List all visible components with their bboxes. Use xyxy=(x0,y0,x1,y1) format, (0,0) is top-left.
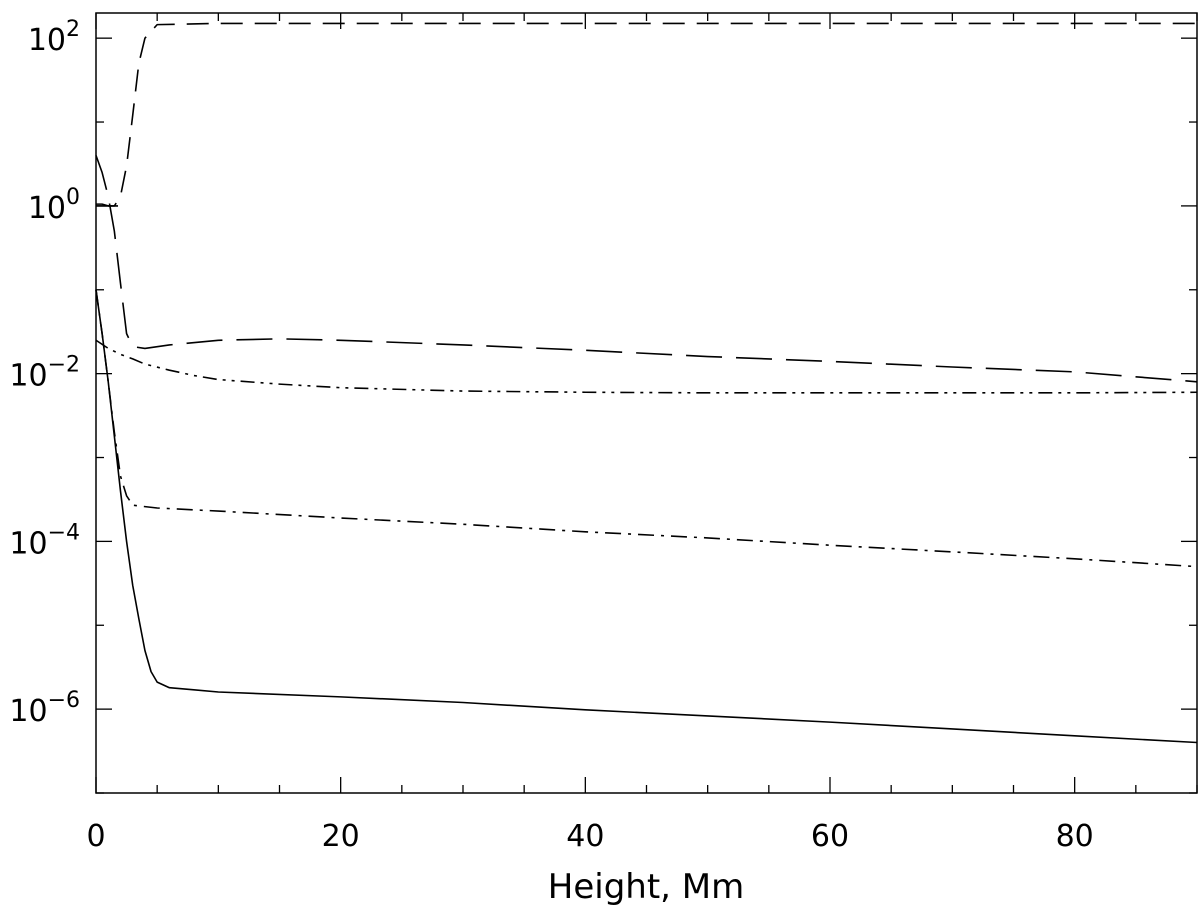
y-tick-label: 10−6 xyxy=(9,688,80,729)
y-tick-label: 100 xyxy=(28,185,80,226)
x-tick-label: 60 xyxy=(811,819,849,854)
tick-labels: 0 20 40 60 80 102 100 10−2 10−4 10−6 xyxy=(9,17,1093,854)
y-tick-label: 102 xyxy=(28,17,80,58)
series-line-5-dashed xyxy=(96,22,1197,207)
y-tick-label: 10−4 xyxy=(9,520,80,561)
y-tick-label: 10−2 xyxy=(9,353,80,394)
series-line-2-dash-dot xyxy=(95,289,1198,568)
ticks xyxy=(95,13,1198,794)
series-line-1-solid xyxy=(95,289,1198,744)
series-line-3-dash-dot-dot xyxy=(95,339,1198,394)
x-tick-label: 80 xyxy=(1056,819,1094,854)
series-group xyxy=(95,22,1198,744)
x-tick-label: 0 xyxy=(86,819,105,854)
series-line-4-long-dash xyxy=(95,155,1198,383)
x-tick-label: 40 xyxy=(566,819,604,854)
x-tick-label: 20 xyxy=(322,819,360,854)
plot-frame xyxy=(95,12,1198,794)
x-axis-title: Height, Mm xyxy=(548,867,744,907)
